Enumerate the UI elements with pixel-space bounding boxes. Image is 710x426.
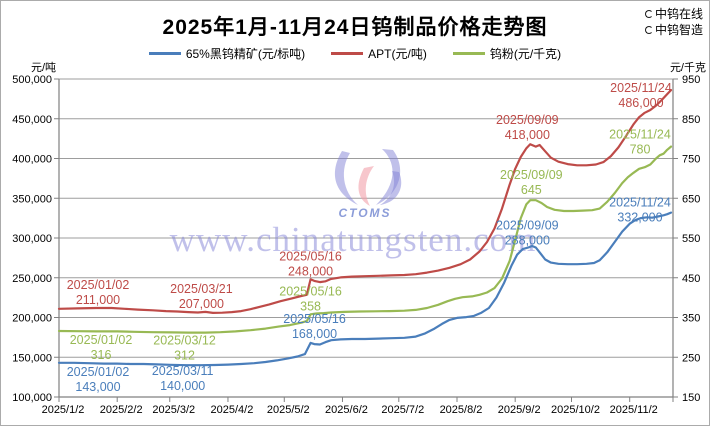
chart-legend: 65%黑钨精矿(元/标吨) APT(元/吨) 钨粉(元/千克) <box>1 45 709 62</box>
annotation-date-black-tungsten-concentrate: 2025/01/02 <box>67 365 130 379</box>
series-line-apt <box>57 88 673 314</box>
series-line-black-tungsten-concentrate <box>57 211 673 367</box>
left-axis-tick-label: 450,000 <box>12 114 52 126</box>
legend-swatch-blue <box>148 52 181 55</box>
annotation-value-apt: 248,000 <box>288 264 333 278</box>
right-axis-tick-label: 550 <box>682 233 700 245</box>
annotation-date-apt: 2025/09/09 <box>496 113 559 127</box>
legend-swatch-olive <box>452 52 485 55</box>
watermark-logo-right-curl <box>380 171 402 205</box>
right-axis-tick-label: 250 <box>682 352 700 364</box>
watermark-logo-text: CTOMS <box>338 206 391 220</box>
left-axis-tick-label: 400,000 <box>12 154 52 166</box>
right-axis-tick-label: 750 <box>682 154 700 166</box>
legend-label-black-tungsten: 65%黑钨精矿(元/标吨) <box>185 47 306 61</box>
annotation-value-tungsten-powder: 312 <box>174 349 195 363</box>
brand-block: 中钨在线 中钨智造 <box>644 6 703 38</box>
annotation-date-black-tungsten-concentrate: 2025/09/09 <box>496 219 559 233</box>
annotation-date-apt: 2025/05/16 <box>279 249 342 263</box>
legend-item-apt: APT(元/吨) <box>331 45 427 62</box>
annotation-value-apt: 207,000 <box>179 297 224 311</box>
x-axis-tick-label: 2025/1/2 <box>42 404 85 416</box>
x-axis-tick-label: 2025/4/2 <box>211 404 254 416</box>
x-axis-tick-label: 2025/10/2 <box>551 404 600 416</box>
legend-label-tungsten-powder: 钨粉(元/千克) <box>489 47 562 61</box>
zhongwu-smart-icon <box>644 26 653 34</box>
annotation-date-tungsten-powder: 2025/05/16 <box>279 284 342 298</box>
watermark-logo-left-petal <box>334 151 358 205</box>
x-axis-tick-label: 2025/2/2 <box>100 404 143 416</box>
annotation-value-tungsten-powder: 780 <box>630 143 651 157</box>
annotation-date-apt: 2025/01/02 <box>67 278 130 292</box>
left-axis-tick-label: 200,000 <box>12 313 52 325</box>
watermark-logo-center-petal <box>358 166 374 206</box>
brand-smart-label: 中钨智造 <box>654 23 703 37</box>
annotation-value-tungsten-powder: 316 <box>91 348 112 362</box>
chart-title: 2025年1月-11月24日钨制品价格走势图 <box>162 16 548 39</box>
annotation-value-tungsten-powder: 358 <box>300 299 321 313</box>
x-axis-tick-label: 2025/11/2 <box>610 404 658 416</box>
x-axis-tick-label: 2025/8/2 <box>440 404 483 416</box>
x-axis-tick-label: 2025/7/2 <box>381 404 424 416</box>
x-axis-tick-label: 2025/9/2 <box>498 404 541 416</box>
right-axis-tick-label: 350 <box>682 313 700 325</box>
legend-swatch-red <box>331 52 364 55</box>
right-axis-tick-label: 450 <box>682 273 700 285</box>
brand-row-smart: 中钨智造 <box>644 22 703 38</box>
legend-item-black-tungsten: 65%黑钨精矿(元/标吨) <box>148 45 306 62</box>
annotation-value-black-tungsten-concentrate: 332,000 <box>617 211 662 225</box>
annotation-date-apt: 2025/11/24 <box>610 81 672 95</box>
watermark-url-text: www.chinatungsten.com <box>170 220 537 259</box>
annotation-date-tungsten-powder: 2025/09/09 <box>500 168 563 182</box>
annotation-value-apt: 418,000 <box>505 128 550 142</box>
annotation-value-black-tungsten-concentrate: 143,000 <box>75 380 120 394</box>
right-axis-tick-label: 850 <box>682 114 700 126</box>
x-axis-tick-label: 2025/3/2 <box>152 404 195 416</box>
x-axis-tick-label: 2025/5/2 <box>267 404 310 416</box>
annotation-value-apt: 486,000 <box>618 96 663 110</box>
annotation-date-tungsten-powder: 2025/03/12 <box>153 334 216 348</box>
right-axis-tick-label: 650 <box>682 193 700 205</box>
legend-item-tungsten-powder: 钨粉(元/千克) <box>452 45 562 62</box>
annotation-value-tungsten-powder: 645 <box>521 183 542 197</box>
legend-label-apt: APT(元/吨) <box>368 47 427 61</box>
zhongwu-online-icon <box>644 10 653 18</box>
annotation-value-apt: 211,000 <box>76 293 120 307</box>
right-axis-tick-label: 950 <box>682 74 700 86</box>
right-axis-unit: 元/千克 <box>669 62 706 74</box>
annotation-date-tungsten-powder: 2025/11/24 <box>609 128 671 142</box>
series-line-tungsten-powder <box>57 145 673 334</box>
left-axis-tick-label: 150,000 <box>12 352 52 364</box>
annotation-date-apt: 2025/03/21 <box>170 282 233 296</box>
brand-online-label: 中钨在线 <box>654 7 703 21</box>
annotation-value-black-tungsten-concentrate: 288,000 <box>505 234 550 248</box>
annotation-date-tungsten-powder: 2025/01/02 <box>70 333 133 347</box>
left-axis-tick-label: 350,000 <box>12 193 52 205</box>
left-axis-tick-label: 250,000 <box>12 273 52 285</box>
watermark-logo-right-petal <box>376 149 401 205</box>
annotation-value-black-tungsten-concentrate: 168,000 <box>292 327 337 341</box>
left-axis-unit: 元/吨 <box>31 62 57 74</box>
left-axis-tick-label: 500,000 <box>12 74 52 86</box>
left-axis-tick-label: 300,000 <box>12 233 52 245</box>
annotation-date-black-tungsten-concentrate: 2025/05/16 <box>283 312 346 326</box>
annotation-date-black-tungsten-concentrate: 2025/03/11 <box>152 364 214 378</box>
left-axis-tick-label: 100,000 <box>12 392 52 404</box>
x-axis-tick-label: 2025/6/2 <box>325 404 368 416</box>
annotation-value-black-tungsten-concentrate: 140,000 <box>160 379 205 393</box>
annotation-date-black-tungsten-concentrate: 2025/11/24 <box>609 196 671 210</box>
brand-row-online: 中钨在线 <box>644 6 703 22</box>
right-axis-tick-label: 150 <box>682 392 700 404</box>
